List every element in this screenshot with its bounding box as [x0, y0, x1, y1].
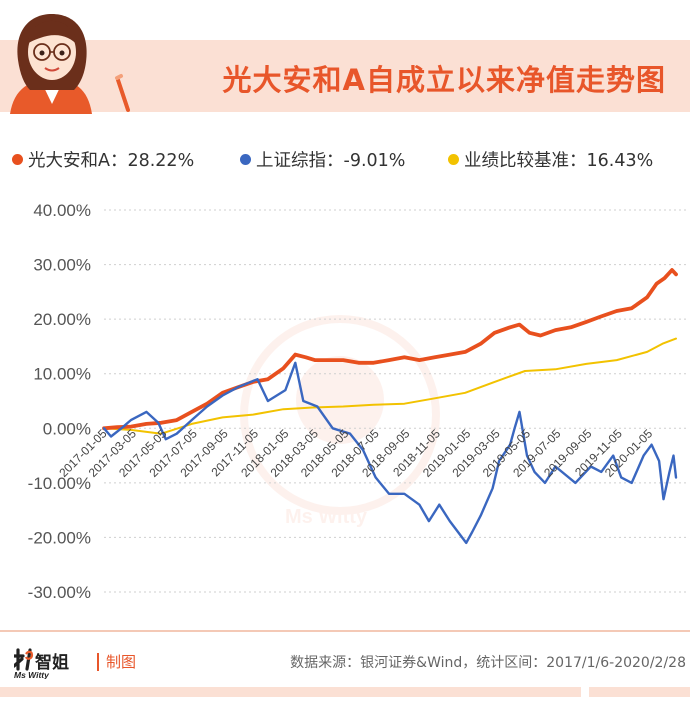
maker-divider [97, 653, 99, 671]
y-tick-label: -30.00% [28, 583, 91, 602]
legend-dot-fund [12, 154, 23, 165]
legend-item-fund: 光大安和A：28.22% [12, 147, 194, 172]
y-tick-label: 30.00% [33, 256, 91, 275]
legend-item-index: 上证综指：-9.01% [240, 147, 405, 172]
footer-band-gap [581, 687, 589, 697]
page-title: 光大安和A自成立以来净值走势图 [222, 63, 666, 97]
data-source: 数据来源：银河证券&Wind，统计区间：2017/1/6-2020/2/28 [290, 655, 686, 671]
grid-lines [104, 209, 688, 593]
footer-band [0, 687, 690, 697]
legend-dot-index [240, 154, 251, 165]
legend-dot-benchmark [448, 154, 459, 165]
footer-divider [0, 630, 690, 632]
y-axis: 40.00% 30.00% 20.00% 10.00% 0.00% -10.00% -20.… [28, 201, 91, 602]
y-tick-label: -10.00% [28, 474, 91, 493]
y-tick-label: -20.00% [28, 528, 91, 547]
chart-legend: 光大安和A：28.22% 上证综指：-9.01% 业绩比较基准：16.43% [0, 143, 690, 173]
line-chart: Ms Witty 40.00% 30.00% 20.00% 10.00% 0.00% -1… [28, 201, 688, 602]
series-line-2 [103, 337, 677, 435]
watermark-text: Ms Witty [285, 506, 368, 528]
series-layer [102, 268, 678, 545]
y-tick-label: 10.00% [33, 365, 91, 384]
title-banner: 光大安和A自成立以来净值走势图 [0, 40, 690, 112]
y-tick-label: 40.00% [33, 201, 91, 220]
brand-cn: 智姐 [35, 652, 69, 673]
legend-label-benchmark: 业绩比较基准：16.43% [464, 151, 654, 171]
series-line-0 [102, 268, 678, 431]
maker-label: 制图 [106, 653, 137, 671]
avatar-illustration [10, 14, 130, 114]
y-tick-label: 20.00% [33, 310, 91, 329]
y-tick-label: 0.00% [43, 419, 91, 438]
legend-item-benchmark: 业绩比较基准：16.43% [448, 147, 653, 172]
legend-label-fund: 光大安和A：28.22% [28, 151, 195, 171]
series-line-1 [102, 361, 678, 545]
legend-label-index: 上证综指：-9.01% [256, 151, 406, 171]
brand-en: Ms Witty [14, 670, 50, 679]
brand-logo: 智姐 Ms Witty [14, 648, 69, 679]
